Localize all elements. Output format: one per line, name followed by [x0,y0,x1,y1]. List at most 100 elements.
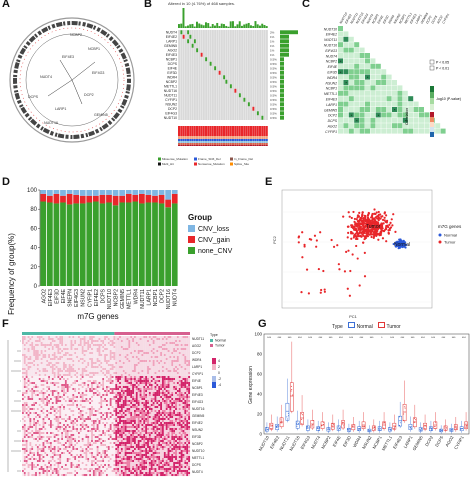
heatmap-cell [186,344,188,346]
heatmap-cell [91,354,93,356]
heatmap-cell [29,394,31,396]
heatmap-cell [149,358,151,360]
heatmap-cell [117,408,119,410]
heatmap-cell [22,400,24,402]
heatmap-cell [93,348,95,350]
heatmap-cell [22,336,24,338]
heatmap-cell [56,362,58,364]
heatmap-cell [186,388,188,390]
heatmap-cell [43,350,45,352]
heatmap-cell [177,374,179,376]
heatmap-cell [46,338,48,340]
heatmap-cell [155,384,157,386]
heatmap-cell [48,382,50,384]
heatmap-cell [169,412,171,414]
heatmap-cell [117,398,119,400]
corr-cell [354,96,359,101]
heatmap-cell [80,372,82,374]
heatmap-cell [69,408,71,410]
heatmap-cell [171,354,173,356]
heatmap-cell [123,402,125,404]
heatmap-cell [54,358,56,360]
heatmap-cell [147,414,149,416]
oncoplot-titv-cell [261,136,263,139]
pca-point-tumor [345,251,347,253]
heatmap-cell [87,382,89,384]
heatmap-cell [127,352,129,354]
oncoplot-titv-cell [212,126,214,136]
heatmap-cell [59,378,61,380]
heatmap-cell [184,352,186,354]
heatmap-cell [97,340,99,342]
heatmap-cell [179,398,181,400]
heatmap-cell [29,352,31,354]
heatmap-cell [186,382,188,384]
heatmap-cell [188,364,190,366]
heatmap-cell [72,342,74,344]
bar-segment [119,190,125,196]
heatmap-cell [50,394,52,396]
heatmap-cell [26,392,28,394]
heatmap-cell [132,370,134,372]
heatmap-cell [162,362,164,364]
heatmap-cell [128,370,130,372]
heatmap-cell [35,386,37,388]
heatmap-cell [37,380,39,382]
heatmap-cell [184,410,186,412]
oncoplot-cell [194,39,196,43]
heatmap-cell [153,354,155,356]
heatmap-cell [61,410,63,412]
heatmap-cell [82,352,84,354]
heatmap-cell [104,376,106,378]
heatmap-cell [46,376,48,378]
heatmap-cell [183,404,185,406]
heatmap-cell [89,406,91,408]
heatmap-cell [95,352,97,354]
oncoplot-cell [243,98,245,102]
heatmap-cell [69,352,71,354]
oncoplot-titv-cell [196,143,198,145]
heatmap-cell [37,366,39,368]
heatmap-cell [171,368,173,370]
heatmap-cell [175,408,177,410]
heatmap-cell [95,406,97,408]
heatmap-cell [48,396,50,398]
oncoplot-pct-label: 1% [270,49,275,53]
heatmap-cell [149,406,151,408]
heatmap-cell [140,342,142,344]
heatmap-cell [48,354,50,356]
heatmap-cell [183,412,185,414]
heatmap-cell [162,386,164,388]
heatmap-cell [57,374,59,376]
heatmap-cell [149,378,151,380]
heatmap-cell [44,376,46,378]
heatmap-cell [71,388,73,390]
heatmap-cell [184,384,186,386]
pca-point-tumor [320,292,322,294]
heatmap-cell [100,340,102,342]
heatmap-cell [65,414,67,416]
heatmap-cell [181,402,183,404]
d-x-tick-label: EIF4G3 [74,289,80,307]
heatmap-cell [173,384,175,386]
heatmap-cell [188,352,190,354]
heatmap-cell [71,338,73,340]
heatmap-cell [28,376,30,378]
heatmap-cell [125,346,127,348]
heatmap-cell [151,410,153,412]
heatmap-cell [173,392,175,394]
oncoplot-top-bar [192,24,194,28]
corr-cell [414,118,419,123]
corr-cell [381,75,386,80]
heatmap-cell [175,380,177,382]
heatmap-cell [104,372,106,374]
pca-point-tumor [322,270,324,272]
oncoplot-titv-cell [248,136,250,139]
corr-cell [343,112,348,117]
heatmap-cell [43,380,45,382]
heatmap-cell [57,340,59,342]
heatmap-cell [76,374,78,376]
heatmap-cell [155,388,157,390]
heatmap-cell [61,378,63,380]
heatmap-cell [181,408,183,410]
